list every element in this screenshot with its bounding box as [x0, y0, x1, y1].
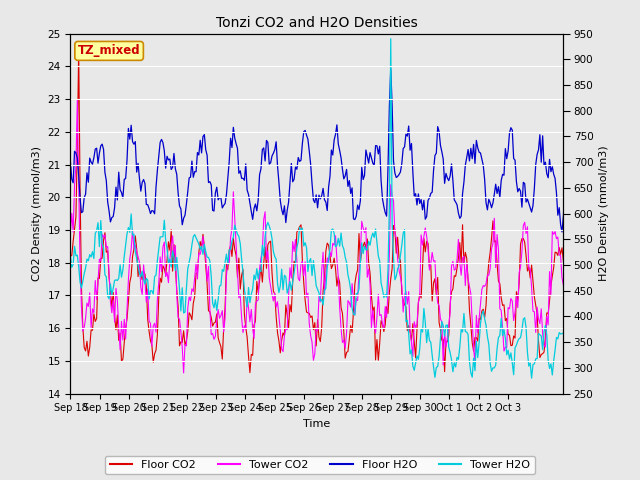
Title: Tonzi CO2 and H2O Densities: Tonzi CO2 and H2O Densities: [216, 16, 418, 30]
Tower CO2: [538, 306, 545, 312]
Floor H2O: [67, 158, 74, 164]
Tower CO2: [217, 312, 225, 318]
Tower CO2: [129, 227, 136, 232]
Tower CO2: [74, 97, 81, 103]
Tower H2O: [231, 222, 239, 228]
Line: Tower H2O: Tower H2O: [70, 39, 566, 378]
Tower CO2: [67, 230, 74, 236]
Floor H2O: [536, 132, 544, 138]
Floor CO2: [129, 253, 136, 259]
Tower H2O: [67, 253, 74, 259]
Floor CO2: [232, 252, 240, 258]
Line: Floor CO2: Floor CO2: [70, 50, 566, 372]
Legend: Floor CO2, Tower CO2, Floor H2O, Tower H2O: Floor CO2, Tower CO2, Floor H2O, Tower H…: [105, 456, 535, 474]
Floor H2O: [387, 66, 395, 72]
Line: Floor H2O: Floor H2O: [70, 69, 566, 232]
Tower CO2: [563, 291, 570, 297]
Floor CO2: [241, 312, 248, 317]
Line: Tower CO2: Tower CO2: [70, 100, 566, 373]
Floor CO2: [75, 47, 83, 53]
Tower H2O: [538, 333, 545, 339]
Tower H2O: [214, 297, 222, 303]
Y-axis label: H2O Density (mmol/m3): H2O Density (mmol/m3): [599, 146, 609, 281]
Floor CO2: [563, 300, 570, 306]
Floor CO2: [246, 370, 253, 375]
Tower CO2: [234, 268, 241, 274]
Tower CO2: [180, 370, 188, 376]
Floor H2O: [127, 122, 135, 128]
Floor CO2: [67, 253, 74, 259]
Text: TZ_mixed: TZ_mixed: [78, 44, 140, 58]
Floor H2O: [231, 135, 239, 141]
Floor CO2: [286, 302, 294, 308]
Floor CO2: [538, 352, 545, 358]
Floor H2O: [284, 207, 291, 213]
Tower CO2: [286, 265, 294, 271]
Floor H2O: [563, 179, 570, 184]
Tower H2O: [127, 211, 135, 217]
Tower H2O: [528, 375, 536, 381]
X-axis label: Time: Time: [303, 419, 330, 429]
Tower CO2: [242, 327, 250, 333]
Floor H2O: [239, 175, 247, 181]
Floor H2O: [214, 197, 222, 203]
Floor CO2: [216, 340, 223, 346]
Tower H2O: [563, 337, 570, 343]
Y-axis label: CO2 Density (mmol/m3): CO2 Density (mmol/m3): [32, 146, 42, 281]
Floor H2O: [558, 229, 566, 235]
Tower H2O: [239, 270, 247, 276]
Tower H2O: [284, 290, 291, 296]
Tower H2O: [387, 36, 395, 42]
